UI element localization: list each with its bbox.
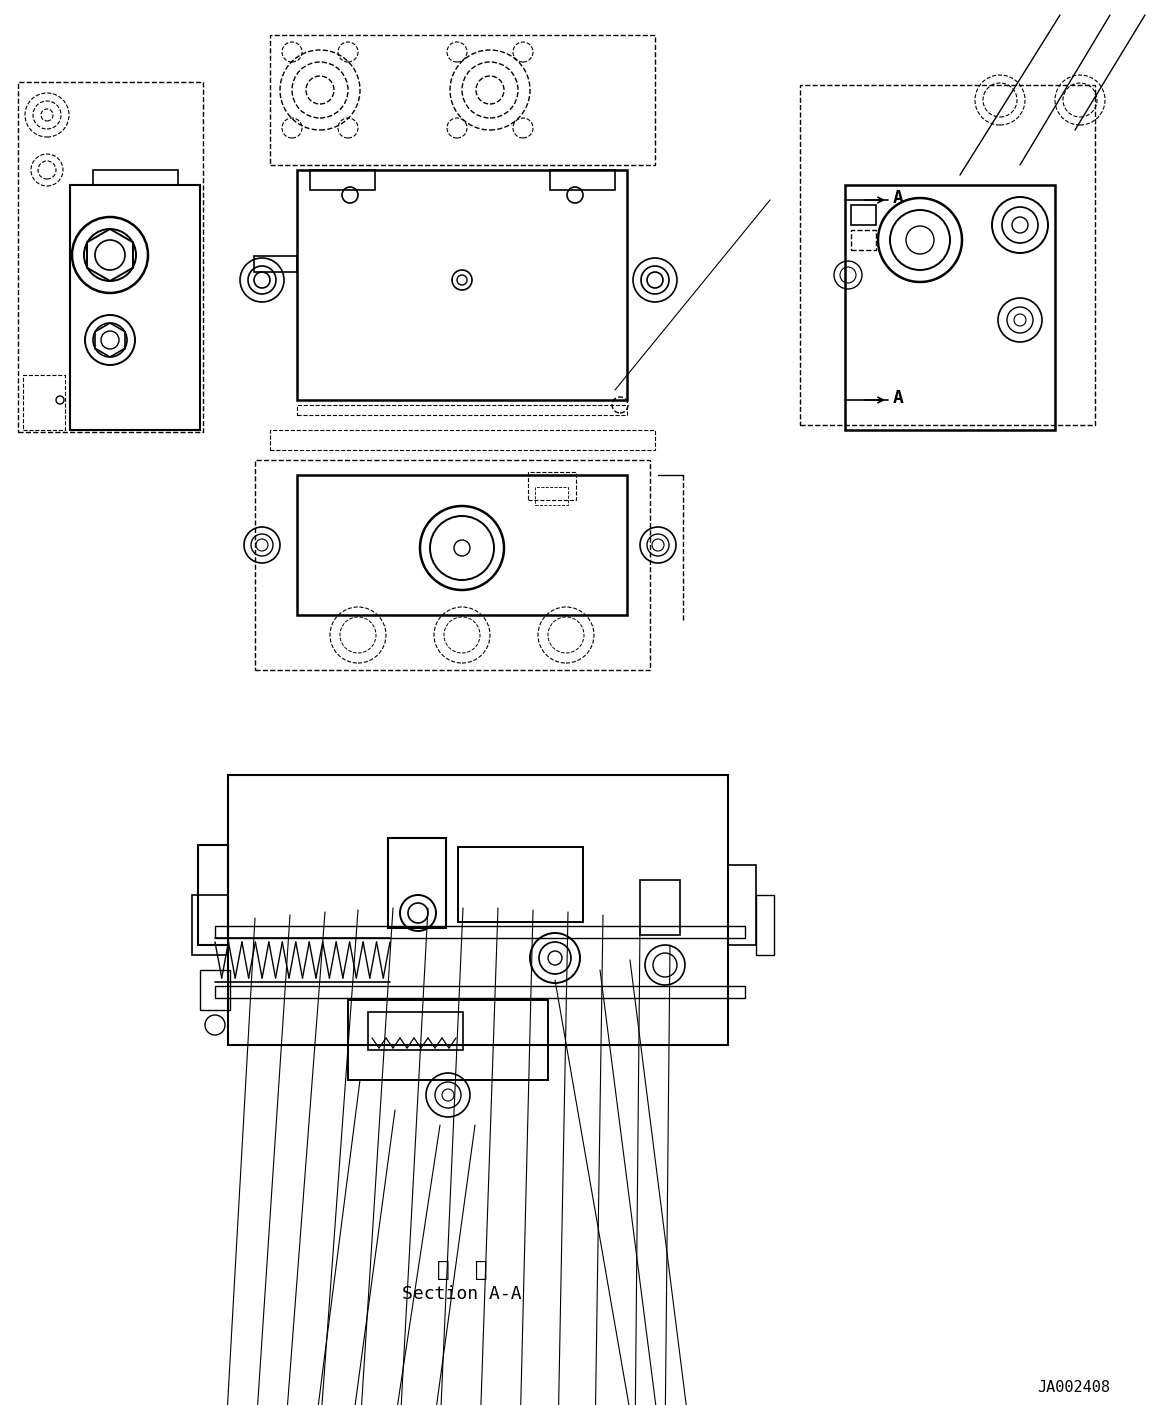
Bar [756,895,775,955]
Bar [255,459,650,670]
Bar [297,475,627,615]
Bar [198,844,228,946]
Bar [297,170,627,400]
Bar [311,170,374,190]
Bar [192,895,228,955]
Bar [851,205,876,225]
Bar [535,488,568,504]
Text: JA002408: JA002408 [1037,1381,1110,1395]
Bar [297,405,627,414]
Bar [23,375,65,430]
Text: A: A [893,190,904,207]
Bar [528,472,576,500]
Bar [70,185,200,430]
Bar [851,230,876,250]
Bar [93,170,178,185]
Bar [388,837,445,927]
Bar [368,1012,463,1050]
Bar [728,865,756,946]
Bar [270,430,655,450]
Bar [17,81,204,431]
Text: 断  面: 断 面 [437,1260,487,1280]
Bar [254,256,297,273]
Bar [200,969,230,1010]
Text: A: A [893,389,904,407]
Bar [228,776,728,1045]
Text: Section A-A: Section A-A [402,1286,522,1302]
Bar [800,84,1096,424]
Bar [458,847,583,922]
Bar [270,35,655,164]
Bar [640,880,680,934]
Bar [215,926,745,939]
Bar [846,185,1055,430]
Bar [215,986,745,998]
Bar [550,170,615,190]
Bar [348,1000,548,1080]
